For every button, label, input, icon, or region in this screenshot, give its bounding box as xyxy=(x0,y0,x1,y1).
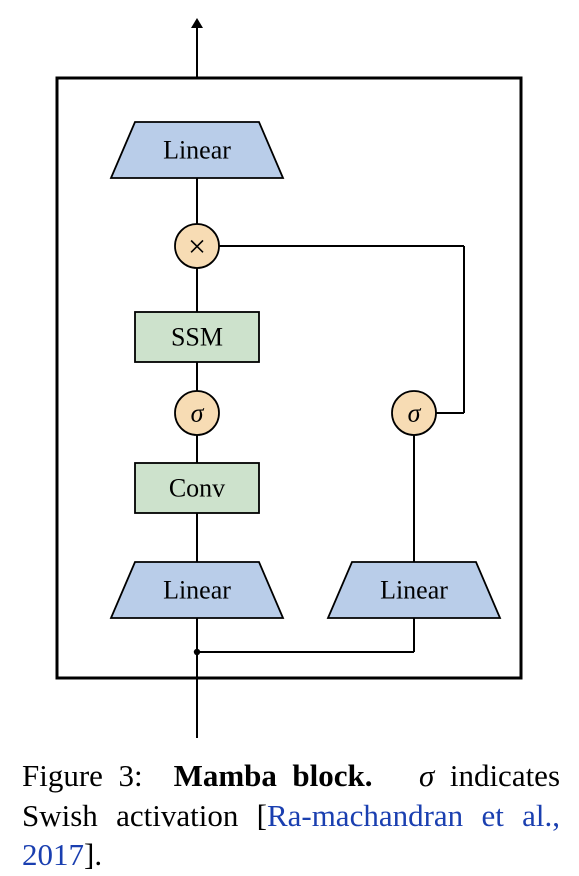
linear-left-block-label: Linear xyxy=(163,576,231,605)
figure-title: Mamba block. xyxy=(174,758,373,793)
figure-label: Figure 3: xyxy=(22,758,143,793)
ssm-block-label: SSM xyxy=(171,323,223,352)
output-arrow-head xyxy=(191,18,203,28)
caption-body-2: ]. xyxy=(84,837,102,872)
conv-block-label: Conv xyxy=(169,474,225,503)
mamba-block-diagram: Linear SSM Conv Linear Linear × σ σ xyxy=(19,8,559,738)
multiply-node-label: × xyxy=(188,228,206,264)
sigma-left-node-label: σ xyxy=(191,399,205,428)
linear-top-block-label: Linear xyxy=(163,136,231,165)
branch-dot xyxy=(194,649,200,655)
figure-caption: Figure 3: Mamba block. σ indicates Swish… xyxy=(22,756,560,875)
page: Linear SSM Conv Linear Linear × σ σ Figure 3: M… xyxy=(0,0,579,876)
sigma-right-node-label: σ xyxy=(408,399,422,428)
linear-right-block-label: Linear xyxy=(380,576,448,605)
sigma-symbol: σ xyxy=(419,758,434,793)
